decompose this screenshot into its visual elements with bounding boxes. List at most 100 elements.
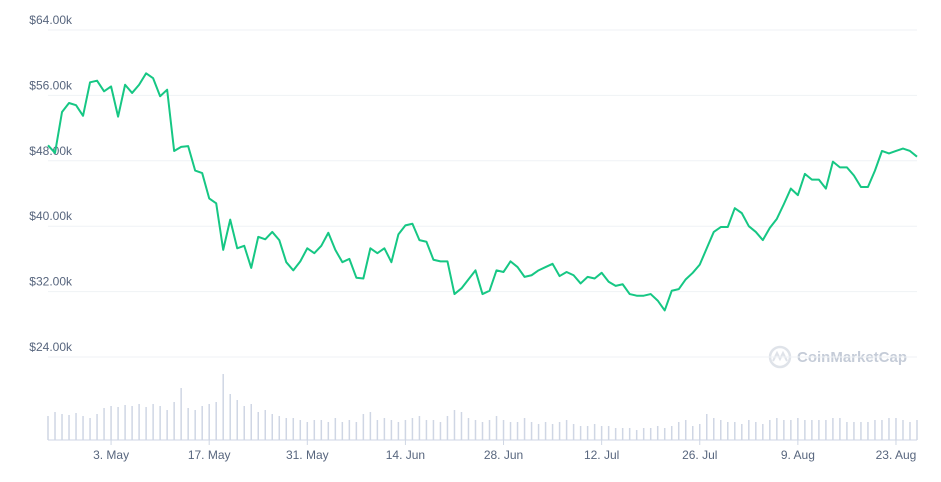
y-tick-label: $48.00k xyxy=(29,144,73,158)
volume-bar xyxy=(236,400,238,440)
volume-bar xyxy=(61,414,63,440)
volume-bar xyxy=(818,420,820,440)
volume-bar xyxy=(124,405,126,440)
volume-bar xyxy=(376,420,379,440)
volume-bar xyxy=(881,420,883,440)
x-tick-label: 17. May xyxy=(188,448,231,462)
volume-bar xyxy=(474,420,477,440)
volume-bar xyxy=(138,404,140,440)
volume-bar xyxy=(551,424,554,440)
volume-bar xyxy=(82,416,84,440)
volume-bar xyxy=(271,414,274,440)
volume-bar xyxy=(439,422,442,440)
volume-bar xyxy=(292,418,295,440)
x-tick-label: 26. Jul xyxy=(682,448,717,462)
volume-bar xyxy=(425,420,428,440)
y-tick-label: $24.00k xyxy=(29,340,73,354)
volume-bar xyxy=(579,426,582,440)
volume-bar xyxy=(194,410,196,440)
volume-bar xyxy=(537,424,540,440)
y-tick-label: $32.00k xyxy=(29,275,73,289)
x-tick-label: 28. Jun xyxy=(484,448,523,462)
volume-bar xyxy=(776,418,778,440)
volume-bar xyxy=(453,410,456,440)
volume-bar xyxy=(390,420,393,440)
volume-bar xyxy=(684,420,687,440)
volume-bar xyxy=(320,420,323,440)
volume-bar xyxy=(383,418,386,440)
volume-bar xyxy=(867,422,869,440)
volume-bar xyxy=(264,410,266,440)
price-line xyxy=(47,72,918,312)
volume-bar xyxy=(691,426,694,440)
volume-bar xyxy=(853,422,855,440)
volume-bar xyxy=(916,420,918,440)
volume-bar xyxy=(783,420,785,440)
volume-bar xyxy=(68,415,70,440)
volume-bar xyxy=(706,414,708,440)
volume-bar xyxy=(432,420,435,440)
volume-bar xyxy=(369,412,372,440)
volume-bar xyxy=(460,412,463,440)
volume-bar xyxy=(825,420,827,440)
volume-bar xyxy=(502,420,505,440)
volume-bar xyxy=(860,422,862,440)
volume-bar xyxy=(467,418,470,440)
volume-bar xyxy=(544,422,547,440)
volume-bar xyxy=(888,418,890,440)
volume-bar xyxy=(558,422,561,440)
volume-bar xyxy=(152,404,154,440)
x-tick-label: 3. May xyxy=(93,448,129,462)
volume-bar xyxy=(110,406,112,440)
volume-bar xyxy=(327,422,330,440)
volume-bar xyxy=(481,422,484,440)
x-tick-label: 12. Jul xyxy=(584,448,619,462)
volume-bar xyxy=(446,416,449,440)
volume-bar xyxy=(628,428,631,440)
volume-bar xyxy=(89,418,91,440)
volume-bar xyxy=(635,430,638,440)
volume-bar xyxy=(670,426,673,440)
volume-bar xyxy=(516,422,519,440)
volume-bar xyxy=(96,414,98,440)
volume-bar xyxy=(734,422,736,440)
volume-bar xyxy=(348,420,351,440)
volume-bar xyxy=(741,424,743,440)
volume-bar xyxy=(902,420,904,440)
volume-bar xyxy=(222,374,224,440)
volume-bar xyxy=(418,416,421,440)
volume-bar xyxy=(159,406,161,440)
volume-bar xyxy=(313,420,316,440)
y-tick-label: $40.00k xyxy=(29,209,73,223)
volume-bar xyxy=(839,418,841,440)
volume-bar xyxy=(565,420,568,440)
volume-bar xyxy=(180,388,182,440)
volume-bar xyxy=(495,416,498,440)
volume-bar xyxy=(362,414,365,440)
x-tick-label: 14. Jun xyxy=(386,448,425,462)
volume-bar xyxy=(187,408,189,440)
volume-bar xyxy=(699,424,701,440)
volume-bar xyxy=(103,408,105,440)
volume-bar xyxy=(755,422,757,440)
volume-bar xyxy=(790,420,792,440)
volume-bar xyxy=(832,418,834,440)
volume-bar xyxy=(166,410,168,440)
volume-bar xyxy=(593,424,596,440)
volume-bar xyxy=(811,420,813,440)
volume-bar xyxy=(250,404,252,440)
volume-bar xyxy=(75,413,77,440)
volume-bar xyxy=(530,422,533,440)
volume-bar xyxy=(523,418,526,440)
volume-bar xyxy=(586,426,589,440)
volume-bar xyxy=(131,406,133,440)
y-tick-label: $64.00k xyxy=(29,13,73,27)
volume-bar xyxy=(306,422,309,440)
volume-bar xyxy=(208,404,210,440)
volume-bar xyxy=(713,418,715,440)
volume-bar xyxy=(509,422,512,440)
y-tick-label: $56.00k xyxy=(29,78,73,92)
volume-bar xyxy=(804,420,806,440)
volume-bar xyxy=(846,422,848,440)
